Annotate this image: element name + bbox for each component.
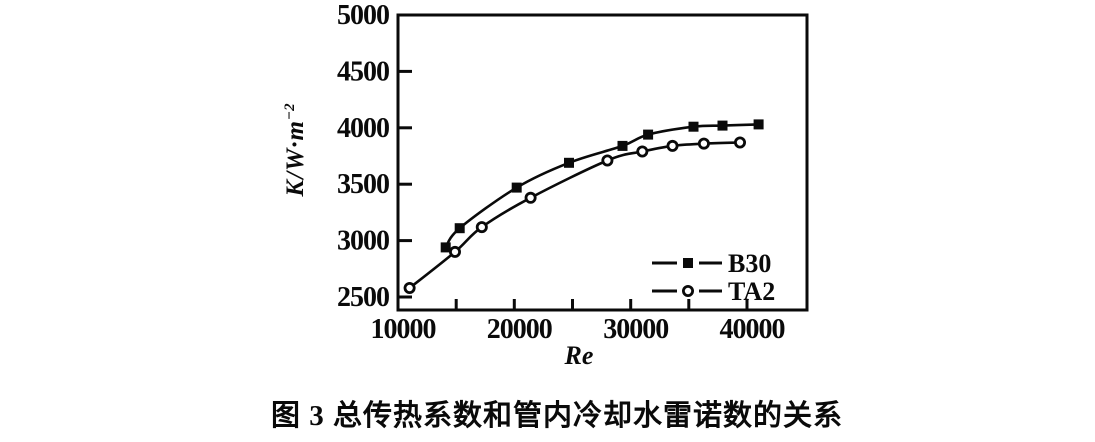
series-ta2-circle-marker bbox=[524, 191, 537, 204]
series-ta2-circle-marker bbox=[734, 136, 747, 149]
series-b30-square-marker bbox=[643, 129, 654, 140]
y-tick-label: 3000 bbox=[337, 226, 389, 257]
legend-label-b30: B30 bbox=[728, 249, 771, 278]
legend-b30-square-marker bbox=[683, 258, 693, 268]
series-ta2-circle-marker bbox=[666, 139, 679, 152]
series-b30-square-marker bbox=[564, 157, 574, 168]
series-b30-square-marker bbox=[511, 182, 522, 193]
series-ta2-circle-marker bbox=[697, 137, 710, 150]
legend-label-ta2: TA2 bbox=[728, 277, 775, 306]
legend-ta2-circle-marker bbox=[682, 284, 695, 297]
series-ta2-circle-marker bbox=[475, 221, 488, 234]
y-tick-label: 2500 bbox=[337, 282, 389, 313]
y-tick-label: 3500 bbox=[337, 169, 389, 200]
plot-border bbox=[396, 13, 809, 312]
series-ta2-circle-marker bbox=[636, 145, 649, 158]
y-tick-label: 4000 bbox=[337, 113, 389, 144]
y-axis-label-superscript: −2 bbox=[281, 103, 298, 121]
x-tick-label: 30000 bbox=[603, 314, 668, 345]
y-axis-label-main: K/W·m bbox=[282, 120, 310, 197]
series-b30-square-marker bbox=[717, 120, 728, 131]
series-b30-square-marker bbox=[440, 242, 451, 253]
series-ta2-circle-marker bbox=[403, 281, 416, 294]
x-axis-label: Re bbox=[564, 341, 594, 370]
series-b30-square-marker bbox=[753, 119, 764, 130]
y-axis-label: K/W·m−2 bbox=[282, 103, 310, 196]
x-tick-label: 20000 bbox=[487, 314, 552, 345]
figure-caption: 图 3 总传热系数和管内冷却水雷诺数的关系 bbox=[270, 400, 844, 432]
series-ta2-circle-marker bbox=[448, 245, 461, 258]
series-b30-square-marker bbox=[617, 140, 628, 151]
x-tick-label: 40000 bbox=[720, 314, 785, 345]
series-ta2-circle-marker bbox=[601, 154, 614, 167]
x-tick-label: 10000 bbox=[371, 314, 436, 345]
series-b30-square-marker bbox=[688, 121, 699, 132]
series-b30-square-marker bbox=[454, 223, 465, 234]
y-tick-label: 5000 bbox=[337, 0, 389, 31]
y-tick-label: 4500 bbox=[337, 56, 389, 87]
